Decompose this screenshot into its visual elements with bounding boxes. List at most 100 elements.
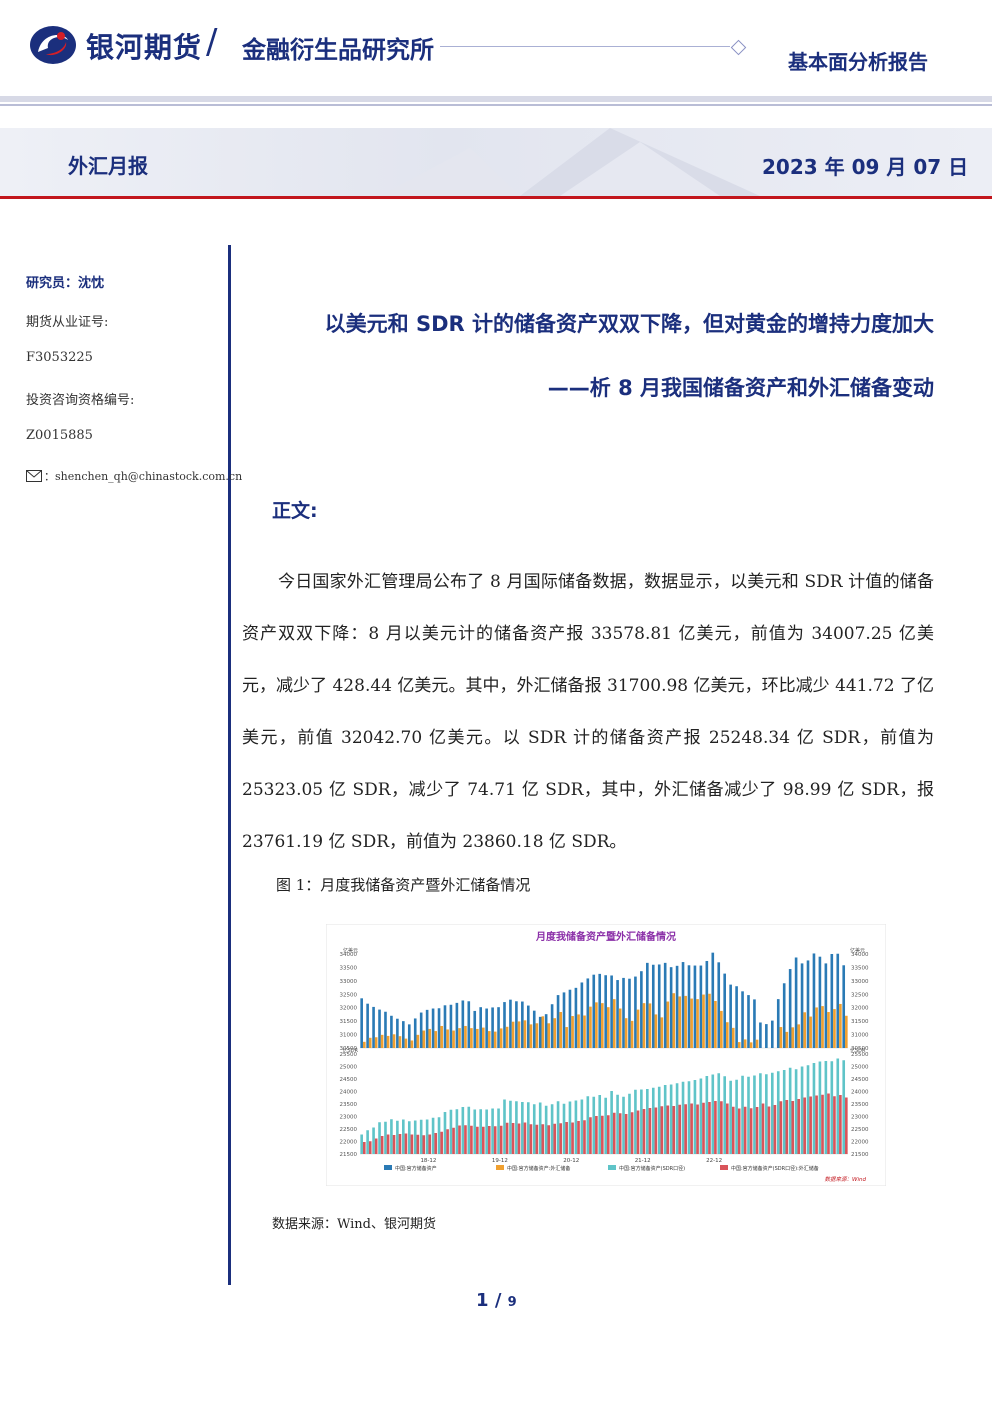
bar-3-74 [803,1097,806,1154]
body-paragraph: 今日国家外汇管理局公布了 8 月国际储备数据，数据显示，以美元和 SDR 计值的… [242,572,934,852]
bar-3-66 [755,1107,759,1154]
bar-0-53 [675,965,679,1048]
bar-2-49 [651,1087,655,1154]
bar-0-7 [402,1021,405,1048]
bar-3-63 [737,1108,741,1154]
bar-0-54 [681,962,685,1048]
bar-3-1 [368,1141,372,1154]
bar-3-59 [714,1101,717,1154]
band-pattern [380,128,760,196]
bar-0-30 [538,1016,542,1048]
bar-3-54 [684,1104,687,1154]
bar-2-47 [640,1089,643,1154]
figure-caption: 图 1：月度我储备资产暨外汇储备情况 [276,876,531,894]
header-bar [0,0,992,100]
bar-1-72 [791,1027,795,1048]
bar-3-42 [612,1112,616,1154]
bar-2-56 [693,1080,697,1154]
y-tick-right-label: 32500 [851,992,869,998]
legend-swatch-2 [608,1165,616,1170]
bar-0-14 [443,1005,447,1048]
y-tick-right-label: 32000 [851,1006,869,1012]
bar-2-17 [461,1107,465,1154]
bar-0-62 [729,984,732,1048]
bar-2-80 [836,1058,840,1154]
bar-2-68 [765,1074,768,1154]
bar-2-79 [830,1061,834,1154]
bar-1-22 [493,1031,497,1048]
bar-0-57 [699,965,703,1048]
bar-3-0 [362,1142,366,1154]
legend-label-1: 中国:官方储备资产:外汇储备 [507,1165,570,1172]
report-subtitle: ——析 8 月我国储备资产和外汇储备变动 [547,376,934,400]
bar-0-4 [384,1011,387,1048]
bar-2-1 [366,1130,369,1154]
bar-3-79 [833,1096,836,1154]
analyst-email[interactable]: ：shenchen_qh@chinastock.com.cn [44,470,243,483]
bar-2-53 [675,1083,679,1154]
bar-1-57 [702,994,705,1048]
bar-1-64 [743,1039,747,1048]
bar-1-63 [737,1042,741,1048]
bar-1-47 [642,1003,646,1048]
bar-2-36 [574,1100,578,1154]
bar-0-31 [544,1014,548,1048]
bar-1-32 [553,1018,557,1048]
legend-swatch-3 [720,1165,728,1170]
bar-3-8 [410,1134,414,1154]
bar-1-40 [601,1003,604,1048]
category-band [0,128,992,196]
bar-0-23 [497,1007,500,1048]
galaxy-futures-logo-icon [30,26,76,64]
bar-0-44 [622,977,625,1048]
bar-2-34 [562,1103,566,1154]
legend-swatch-0 [384,1165,392,1170]
bar-1-31 [547,1023,551,1048]
bar-1-76 [815,1007,818,1048]
bar-0-59 [711,952,715,1048]
y-tick-right-label: 25500 [851,1052,869,1058]
bar-2-51 [663,1085,667,1154]
bar-1-46 [636,1009,640,1048]
bar-3-15 [452,1127,455,1154]
bar-0-19 [473,1010,477,1048]
bar-3-80 [839,1095,842,1154]
bar-0-79 [830,954,834,1048]
bar-1-61 [726,1022,729,1048]
bar-3-33 [559,1123,562,1154]
bar-2-6 [396,1120,399,1154]
bar-1-59 [714,1001,717,1048]
bar-3-6 [398,1134,402,1154]
bar-0-68 [765,1024,768,1048]
bar-2-22 [491,1108,494,1154]
panel-unit-left: 亿美元 [343,947,358,954]
bar-1-8 [410,1040,414,1048]
bar-0-70 [776,999,780,1048]
bar-2-72 [788,1067,792,1154]
y-tick-right-label: 24000 [851,1090,869,1096]
reserves-chart: 月度我储备资产暨外汇储备情况 30500 30500 31000 31000 31500 3… [326,924,886,1186]
bar-0-43 [616,980,619,1048]
bar-2-66 [753,1075,756,1154]
bar-3-72 [791,1101,795,1154]
institute-name: 金融衍生品研究所 [242,36,434,64]
bar-0-67 [759,1022,762,1048]
y-tick-right-label: 23500 [851,1102,869,1108]
bar-3-67 [761,1103,765,1154]
bar-3-46 [636,1110,640,1154]
bar-1-51 [666,1001,670,1048]
bar-0-29 [532,1010,536,1048]
bar-1-70 [779,1027,783,1048]
page-number: 1 / 9 [476,1290,517,1311]
bar-1-2 [374,1037,378,1048]
bar-1-30 [541,1016,545,1048]
bar-2-52 [669,1084,673,1154]
y-tick-left-label: 34000 [340,952,358,958]
bar-3-31 [547,1125,551,1154]
bar-1-5 [392,1034,396,1048]
bar-0-12 [431,1008,435,1048]
chart-title: 月度我储备资产暨外汇储备情况 [535,930,676,943]
bar-1-29 [535,1023,539,1048]
bar-0-55 [687,965,691,1048]
bar-3-44 [624,1114,628,1154]
